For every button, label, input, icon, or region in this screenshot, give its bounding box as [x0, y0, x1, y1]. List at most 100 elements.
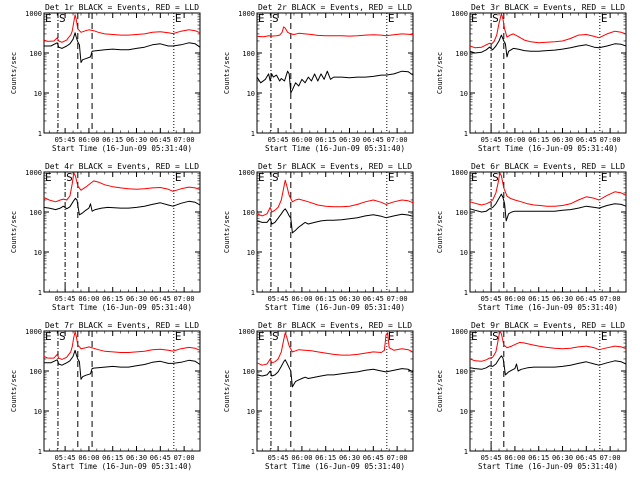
chart-title: Det 4r BLACK = Events, RED = LLD — [45, 162, 199, 171]
time-marker-label: E — [175, 171, 182, 184]
x-tick-label: 07:00 — [600, 454, 621, 462]
x-tick-label: 06:15 — [102, 136, 123, 144]
lld-series-line — [43, 331, 201, 360]
y-axis-label: Counts/sec — [436, 211, 444, 253]
plot-frame — [256, 330, 414, 452]
x-tick-label: 07:00 — [387, 454, 408, 462]
x-tick-label: 06:45 — [150, 136, 171, 144]
x-tick-label: 05:45 — [268, 136, 289, 144]
x-axis-label: Start Time (16-Jun-09 05:31:40) — [478, 303, 618, 312]
chart-title: Det 3r BLACK = Events, RED = LLD — [471, 3, 625, 12]
events-series-line — [43, 197, 201, 216]
y-axis-label: Counts/sec — [223, 211, 231, 253]
y-tick-label: 100 — [242, 209, 255, 217]
x-axis-label: Start Time (16-Jun-09 05:31:40) — [478, 462, 618, 471]
x-tick-label: 05:45 — [481, 136, 502, 144]
detector-chart-7: Det 7r BLACK = Events, RED = LLD 1 10 100 10… — [10, 321, 201, 471]
y-tick-label: 1 — [464, 289, 468, 297]
y-tick-label: 1000 — [25, 10, 42, 18]
x-tick-label: 05:45 — [481, 454, 502, 462]
lld-series-line — [43, 172, 201, 203]
x-tick-label: 07:00 — [174, 295, 195, 303]
y-tick-label: 100 — [455, 368, 468, 376]
x-tick-label: 06:00 — [78, 454, 99, 462]
x-tick-label: 06:00 — [291, 295, 312, 303]
x-axis-label: Start Time (16-Jun-09 05:31:40) — [52, 303, 192, 312]
y-tick-label: 100 — [29, 368, 42, 376]
x-tick-label: 06:30 — [339, 454, 360, 462]
x-tick-label: 06:30 — [126, 295, 147, 303]
x-tick-label: 06:15 — [528, 295, 549, 303]
x-tick-label: 06:00 — [504, 454, 525, 462]
x-tick-label: 07:00 — [387, 295, 408, 303]
x-tick-label: 06:30 — [552, 454, 573, 462]
x-tick-label: 06:00 — [291, 454, 312, 462]
y-tick-label: 1 — [38, 130, 42, 138]
start-edge-label: E — [258, 330, 265, 343]
chart-title: Det 5r BLACK = Events, RED = LLD — [258, 162, 412, 171]
x-tick-label: 06:45 — [576, 295, 597, 303]
y-tick-label: 100 — [455, 50, 468, 58]
events-series-line — [256, 359, 414, 388]
x-tick-label: 05:45 — [481, 295, 502, 303]
plot-frame — [256, 171, 414, 293]
y-tick-label: 100 — [29, 209, 42, 217]
y-axis-label: Counts/sec — [10, 370, 18, 412]
y-tick-label: 10 — [247, 408, 255, 416]
x-tick-label: 05:45 — [268, 295, 289, 303]
time-marker-label: E — [388, 12, 395, 25]
x-tick-label: 06:15 — [102, 454, 123, 462]
time-marker-label: S — [492, 12, 499, 25]
x-tick-label: 06:45 — [576, 136, 597, 144]
time-marker-label: S — [59, 330, 66, 343]
y-tick-label: 1000 — [451, 169, 468, 177]
y-tick-label: 10 — [460, 90, 468, 98]
x-tick-label: 07:00 — [600, 295, 621, 303]
time-marker-label: E — [601, 330, 608, 343]
x-tick-label: 07:00 — [174, 136, 195, 144]
y-tick-label: 10 — [34, 249, 42, 257]
time-marker-label: E — [388, 330, 395, 343]
events-series-line — [469, 193, 627, 222]
y-axis-label: Counts/sec — [223, 52, 231, 94]
plot-frame — [43, 171, 201, 293]
detector-chart-8: Det 8r BLACK = Events, RED = LLD 1 10 100 10… — [223, 321, 414, 471]
x-axis-label: Start Time (16-Jun-09 05:31:40) — [265, 144, 405, 153]
events-series-line — [44, 32, 201, 63]
time-marker-label: S — [59, 12, 66, 25]
chart-title: Det 6r BLACK = Events, RED = LLD — [471, 162, 625, 171]
detector-chart-9: Det 9r BLACK = Events, RED = LLD 1 10 100 10… — [436, 321, 627, 471]
plot-frame — [469, 171, 627, 293]
x-tick-label: 06:45 — [576, 454, 597, 462]
x-tick-label: 06:00 — [78, 136, 99, 144]
y-tick-label: 1 — [251, 130, 255, 138]
y-tick-label: 1000 — [238, 328, 255, 336]
x-tick-label: 07:00 — [174, 454, 195, 462]
x-axis-label: Start Time (16-Jun-09 05:31:40) — [52, 144, 192, 153]
x-axis-label: Start Time (16-Jun-09 05:31:40) — [52, 462, 192, 471]
x-tick-label: 07:00 — [600, 136, 621, 144]
x-tick-label: 06:15 — [102, 295, 123, 303]
x-tick-label: 06:30 — [339, 295, 360, 303]
y-tick-label: 10 — [460, 249, 468, 257]
x-tick-label: 06:15 — [315, 295, 336, 303]
x-tick-label: 06:00 — [291, 136, 312, 144]
x-tick-label: 06:45 — [363, 136, 384, 144]
x-tick-label: 06:00 — [504, 136, 525, 144]
y-axis-label: Counts/sec — [436, 370, 444, 412]
x-tick-label: 06:45 — [150, 295, 171, 303]
events-series-line — [256, 70, 414, 94]
y-tick-label: 10 — [34, 90, 42, 98]
y-tick-label: 100 — [455, 209, 468, 217]
events-series-line — [256, 208, 414, 234]
x-tick-label: 07:00 — [387, 136, 408, 144]
events-series-line — [469, 34, 627, 58]
events-series-line — [44, 349, 201, 380]
start-edge-label: E — [258, 12, 265, 25]
x-tick-label: 05:45 — [55, 136, 76, 144]
y-tick-label: 1 — [251, 448, 255, 456]
time-marker-label: S — [272, 171, 279, 184]
start-edge-label: E — [471, 330, 478, 343]
x-axis-label: Start Time (16-Jun-09 05:31:40) — [265, 462, 405, 471]
